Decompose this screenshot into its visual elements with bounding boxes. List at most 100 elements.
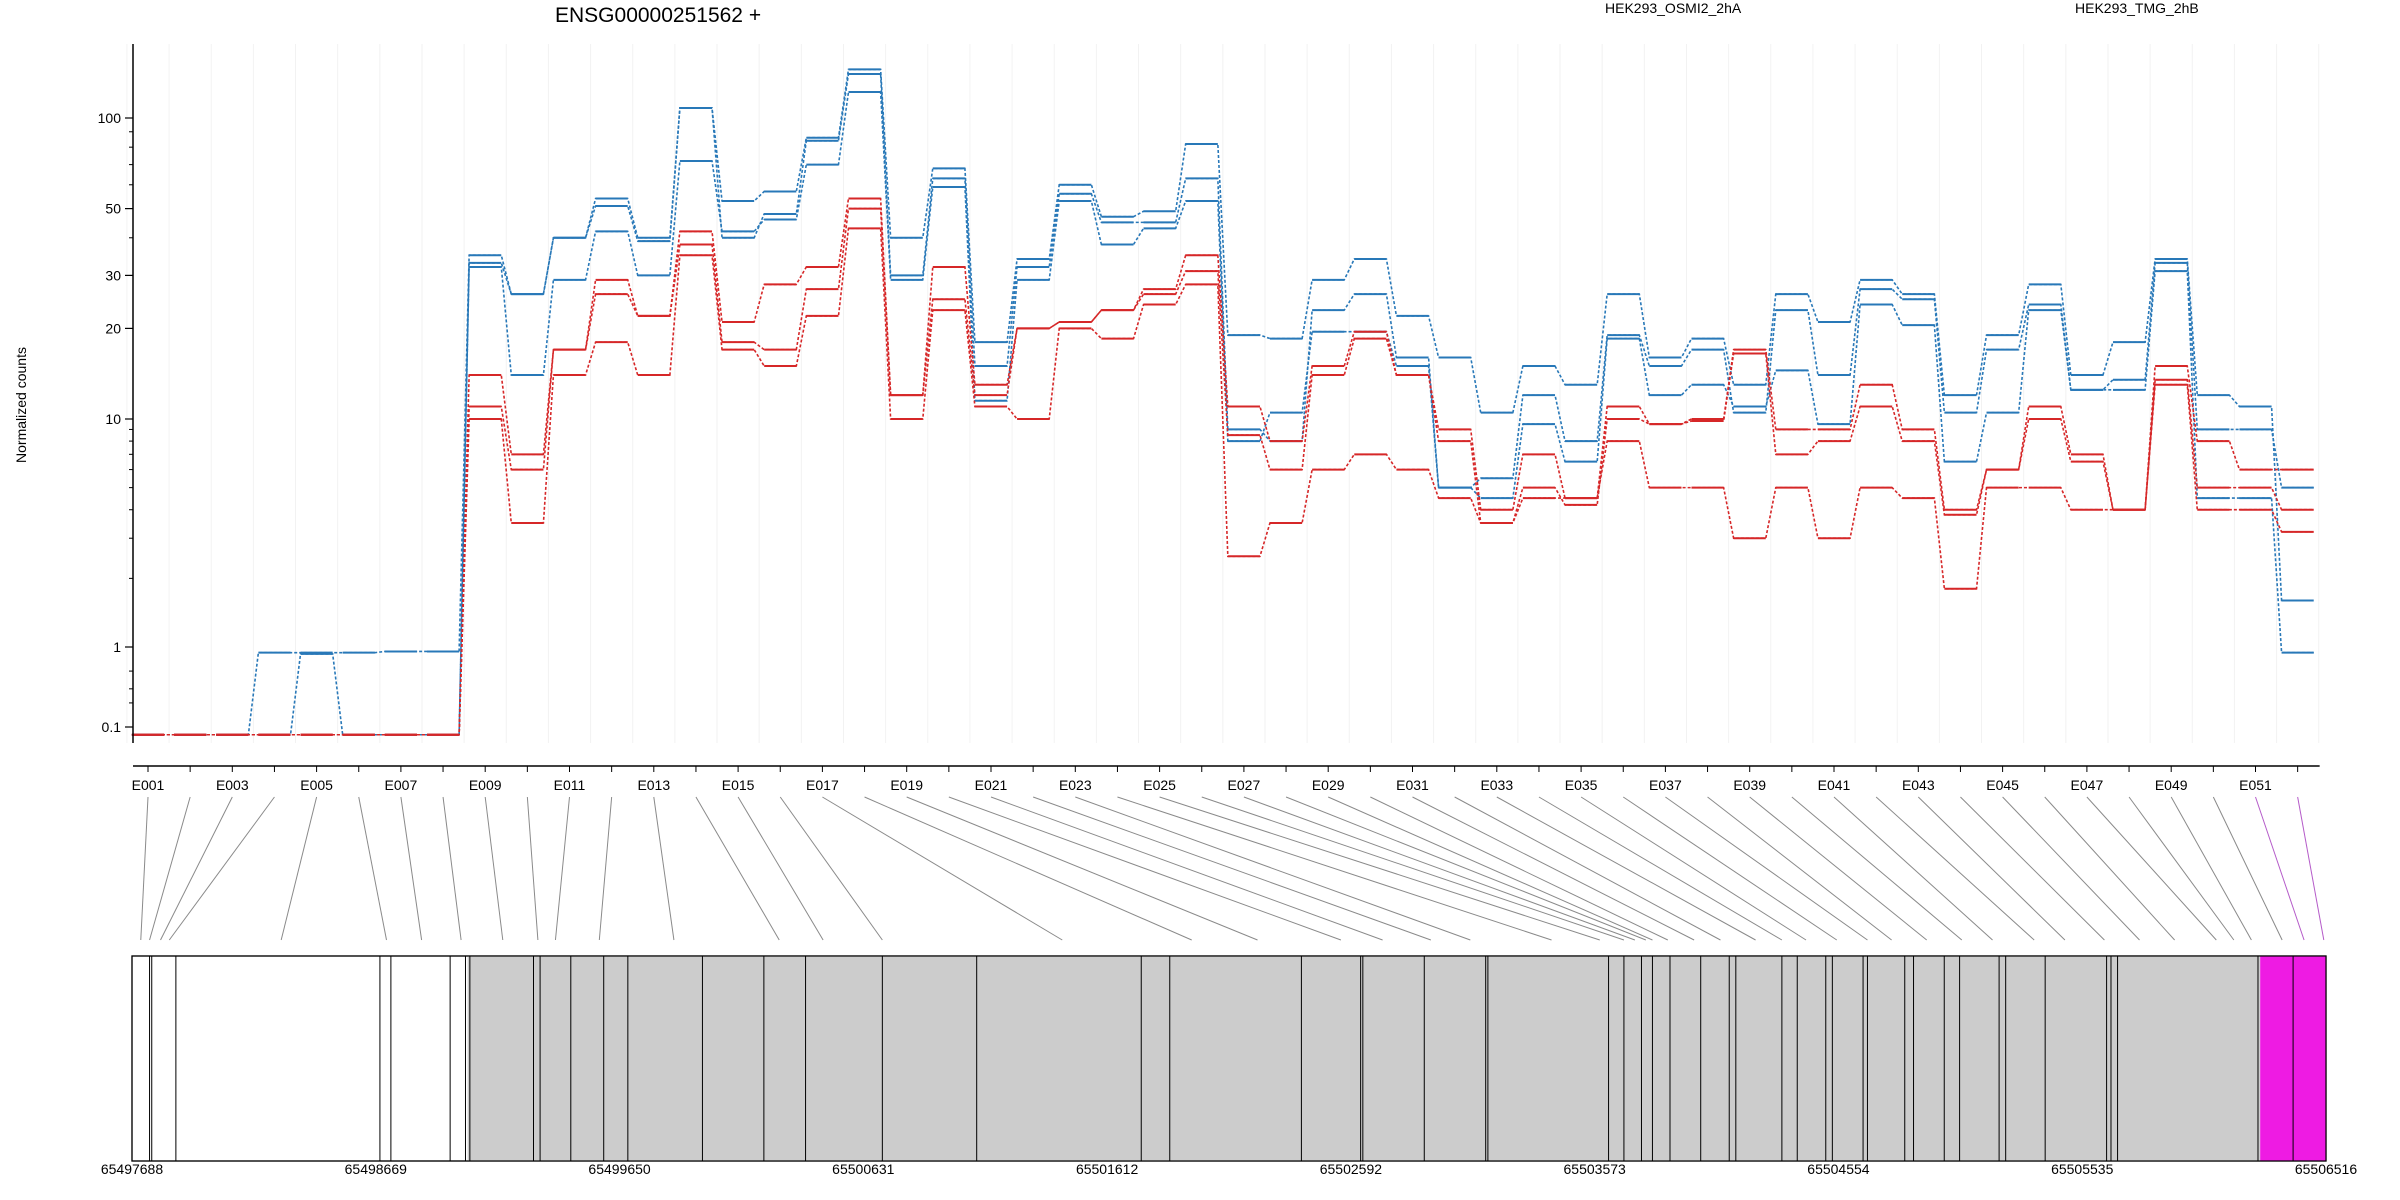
x-tick-label: E021 [975, 777, 1008, 793]
x-tick-label: E039 [1733, 777, 1766, 793]
exon-connectors [140, 796, 2325, 941]
exon-connector [1454, 796, 1721, 941]
x-tick-label: E029 [1312, 777, 1345, 793]
exon-connector [653, 796, 675, 941]
x-tick-label: E007 [385, 777, 418, 793]
genomic-coordinate-label: 65505535 [2051, 1161, 2114, 1177]
x-tick-label: E047 [2071, 777, 2104, 793]
exon-connector [1496, 796, 1756, 941]
y-axis-label: Normalized counts [13, 347, 29, 463]
exon-connector [1201, 796, 1625, 941]
exon-connector [358, 796, 387, 941]
exon-connector [554, 796, 570, 941]
exon-connector [2297, 796, 2325, 941]
y-tick-label: 50 [105, 201, 121, 217]
exon-connector [1538, 796, 1783, 941]
y-tick-label: 0.1 [102, 719, 122, 735]
exon-connector [149, 796, 191, 941]
exon-connector [526, 796, 539, 941]
x-tick-label: E051 [2239, 777, 2272, 793]
series-0 [131, 68, 2314, 736]
exon-connector [2170, 796, 2252, 941]
exon-connector [140, 796, 149, 941]
exon-connector [779, 796, 883, 941]
exon-connector [1791, 796, 1963, 941]
series-5 [131, 227, 2314, 736]
y-tick-label: 10 [105, 411, 121, 427]
exon-connector [1960, 796, 2105, 941]
exon-connector [822, 796, 1063, 941]
genomic-coordinate-label: 65506516 [2295, 1161, 2358, 1177]
genomic-coordinate-label: 65498669 [345, 1161, 408, 1177]
genomic-coordinate-label: 65502592 [1320, 1161, 1383, 1177]
x-tick-label: E041 [1818, 777, 1851, 793]
exon-connector [598, 796, 613, 941]
x-tick-label: E045 [1986, 777, 2019, 793]
y-tick-label: 20 [105, 320, 121, 336]
genomic-coordinate-label: 65499650 [588, 1161, 651, 1177]
x-tick-label: E001 [132, 777, 165, 793]
exon-connector [906, 796, 1258, 941]
axes: 0.1 1 10 20 30 50 100 E001 E003 E005 E007 E009 E011 E… [98, 44, 2320, 793]
exon-connector [1117, 796, 1552, 941]
exon-connector [160, 796, 233, 941]
exon-connector [1580, 796, 1807, 941]
exon-connector [1665, 796, 1868, 941]
exon-connector [737, 796, 824, 941]
x-tick-label: E017 [806, 777, 839, 793]
exon-connector [1412, 796, 1695, 941]
series-line [131, 227, 2314, 736]
y-tick-label: 30 [105, 267, 121, 283]
exon-connector [2255, 796, 2305, 941]
exon-connector [2002, 796, 2140, 941]
exon-connector [168, 796, 275, 941]
exon-connector [695, 796, 780, 941]
exon-block [467, 956, 2261, 1161]
x-tick-label: E025 [1143, 777, 1176, 793]
x-tick-label: E043 [1902, 777, 1935, 793]
exon-connector [2212, 796, 2283, 941]
x-tick-label: E005 [300, 777, 333, 793]
legend-entry-tmg: HEK293_TMG_2hB [2075, 0, 2199, 16]
exon-connector [1749, 796, 1928, 941]
exon-connector [442, 796, 462, 941]
x-tick-label: E013 [637, 777, 670, 793]
exon-connector [864, 796, 1192, 941]
exon-connector [1707, 796, 1892, 941]
y-tick-label: 1 [113, 639, 121, 655]
exon-connector [1327, 796, 1653, 941]
exon-connector [400, 796, 423, 941]
x-tick-label: E009 [469, 777, 502, 793]
x-tick-label: E033 [1480, 777, 1513, 793]
exon-connector [1032, 796, 1432, 941]
grid-lines [126, 44, 2320, 743]
x-tick-label: E023 [1059, 777, 1092, 793]
genomic-coordinate-label: 65504554 [1807, 1161, 1870, 1177]
x-tick-label: E035 [1565, 777, 1598, 793]
genomic-coordinate-label: 65503573 [1564, 1161, 1627, 1177]
x-tick-label: E011 [554, 777, 586, 793]
chart-title: ENSG00000251562 + [555, 4, 761, 27]
x-tick-label: E003 [216, 777, 249, 793]
exon-connector [2086, 796, 2217, 941]
x-tick-label: E027 [1228, 777, 1261, 793]
x-tick-label: E019 [890, 777, 923, 793]
series-lines [131, 68, 2314, 736]
exon-connector [948, 796, 1342, 941]
series-line [131, 68, 2314, 736]
exon-connector [2128, 796, 2235, 941]
genomic-coordinate-label: 65500631 [832, 1161, 895, 1177]
series-line [131, 197, 2314, 736]
exon-connector [1622, 796, 1838, 941]
exon-connector [1159, 796, 1600, 941]
exon-connector [1917, 796, 2066, 941]
genomic-coordinate-label: 65501612 [1076, 1161, 1139, 1177]
genomic-coordinate-label: 65497688 [101, 1161, 164, 1177]
y-tick-label: 100 [98, 110, 122, 126]
exon-connector [484, 796, 504, 941]
x-tick-label: E031 [1396, 777, 1429, 793]
exon-connector [280, 796, 318, 941]
gene-model: 65497688 65498669 65499650 65500631 65501612… [101, 955, 2358, 1177]
exon-connector [1370, 796, 1669, 941]
x-tick-label: E015 [722, 777, 755, 793]
